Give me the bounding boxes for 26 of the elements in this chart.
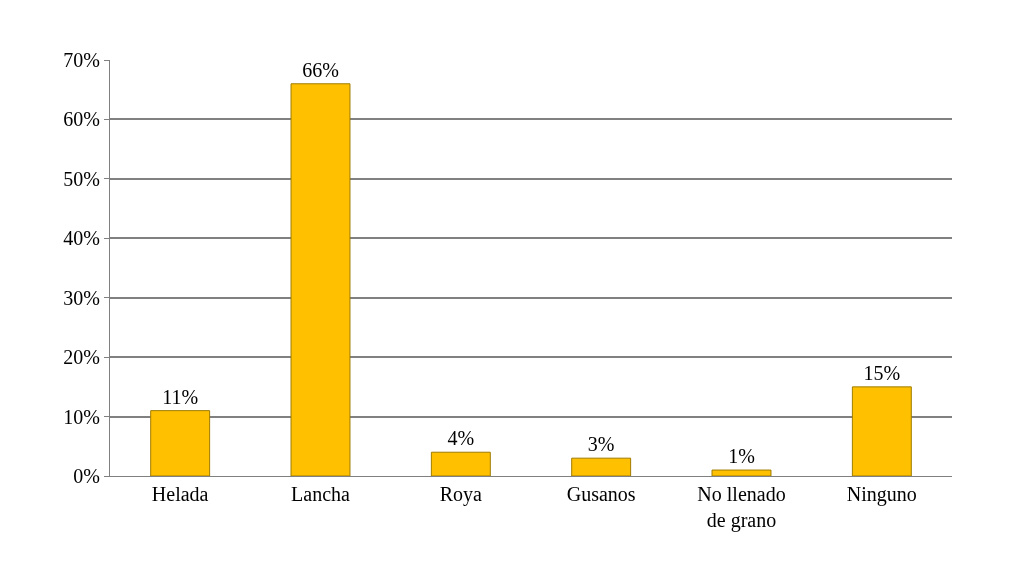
y-tick-label: 0% bbox=[73, 465, 100, 487]
bar bbox=[571, 457, 632, 476]
data-label: 3% bbox=[587, 433, 615, 456]
y-tick-label: 40% bbox=[63, 227, 100, 250]
x-tick-label: Gusanos bbox=[566, 483, 636, 505]
bar bbox=[711, 469, 772, 476]
y-tick-label: 70% bbox=[63, 49, 100, 71]
y-tick-label: 30% bbox=[63, 286, 100, 309]
x-tick-label: Roya bbox=[439, 483, 483, 506]
data-label: 66% bbox=[302, 58, 339, 81]
x-tick-label: No llenado de grano bbox=[697, 483, 786, 532]
bar bbox=[430, 451, 491, 476]
y-tick-label: 50% bbox=[63, 167, 100, 190]
x-tick-label: Helada bbox=[151, 483, 209, 505]
x-tick-label: Lancha bbox=[291, 483, 351, 505]
bar bbox=[290, 83, 351, 476]
y-tick-label: 10% bbox=[63, 405, 100, 428]
data-label: 11% bbox=[162, 385, 199, 408]
data-label: 15% bbox=[863, 361, 901, 384]
data-label: 1% bbox=[728, 445, 755, 468]
bar bbox=[851, 386, 912, 476]
y-tick-label: 60% bbox=[63, 108, 100, 131]
x-tick-label: Ninguno bbox=[846, 483, 917, 506]
y-tick-label: 20% bbox=[63, 346, 100, 369]
data-label: 4% bbox=[447, 427, 475, 450]
bar bbox=[150, 410, 211, 476]
